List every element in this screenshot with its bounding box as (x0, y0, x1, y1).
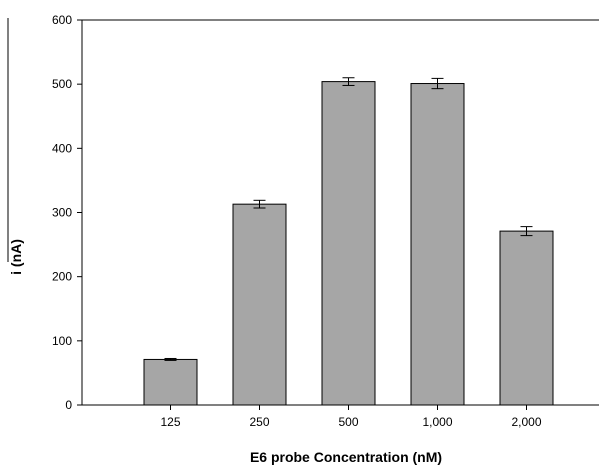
x-tick-label: 2,000 (511, 415, 541, 429)
bar (321, 81, 376, 406)
y-tick-label: 0 (65, 398, 72, 412)
y-tick-label: 600 (52, 13, 72, 27)
y-tick-label: 100 (52, 334, 72, 348)
bar (232, 203, 287, 406)
y-tick-label: 500 (52, 77, 72, 91)
x-tick-label: 125 (160, 415, 180, 429)
bar (499, 230, 554, 406)
y-axis-title: i (nA) (8, 239, 24, 275)
ticks: 0 100 200 300 400 500 600 125 250 500 1,000 2,000 (52, 13, 542, 429)
x-tick-label: 500 (338, 415, 358, 429)
bar (143, 358, 198, 406)
y-tick-label: 300 (52, 206, 72, 220)
y-tick-label: 200 (52, 270, 72, 284)
x-tick-label: 250 (249, 415, 269, 429)
bar (410, 83, 465, 406)
x-axis-title: E6 probe Concentration (nM) (250, 449, 442, 465)
bars (143, 77, 554, 406)
y-tick-label: 400 (52, 141, 72, 155)
x-tick-label: 1,000 (422, 415, 452, 429)
